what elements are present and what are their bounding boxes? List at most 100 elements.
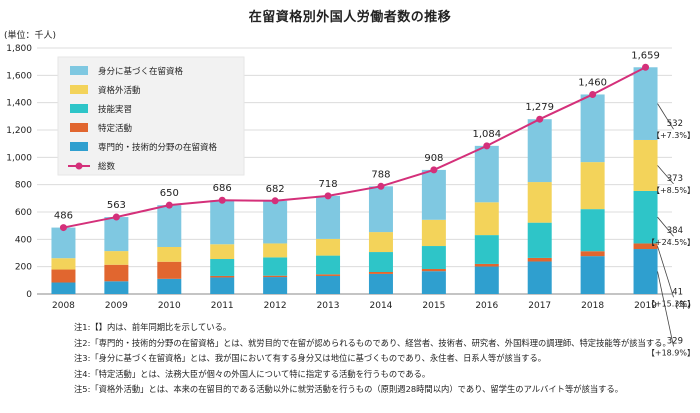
bar-segment [474,263,499,267]
bar-segment [633,243,658,250]
x-tick-label: 2014 [370,301,393,311]
legend-label: 技能実習 [98,104,132,115]
bar-segment [210,277,235,294]
bar-segment [633,249,658,294]
note-5: 注5:「資格外活動」とは、本来の在留目的である活動以外に就労活動を行うもの（原則… [74,384,624,394]
bar-segment [421,169,446,220]
total-marker [642,63,650,71]
total-marker [483,142,491,150]
annotation-change: 【+24.5%】 [647,238,695,247]
note-1: 注1:【】内は、前年同期比を示している。 [74,322,232,332]
total-label: 1,659 [631,50,660,61]
bar-segment [210,275,235,278]
bar-segment [157,205,182,247]
x-tick-label: 2017 [528,301,551,311]
note-4: 注4:「特定活動」とは、法務大臣が個々の外国人について特に指定する活動を行うもの… [74,368,431,379]
y-tick-label: 1,400 [6,99,32,109]
bar-segment [263,275,288,278]
total-label: 1,279 [525,102,554,113]
annotation-leader [657,246,674,298]
x-tick-label: 2013 [317,301,340,311]
legend-label: 総数 [98,161,116,172]
bar-segment [104,281,129,294]
annotation-leader [657,165,674,185]
y-tick-label: 800 [15,181,32,191]
total-line [63,66,646,229]
total-label: 486 [54,211,73,222]
annotation-value: 384 [667,226,683,236]
y-tick-label: 1,600 [6,71,32,81]
x-tick-label: 2012 [264,301,287,311]
bar-segment [527,119,552,183]
x-tick-label: 2015 [422,301,445,311]
annotation-leader [657,271,674,347]
bar-segment [210,200,235,245]
total-label: 1,460 [578,77,607,88]
bar-segment [421,219,446,247]
annotation-change: 【+8.5%】 [652,186,695,195]
total-label: 563 [107,200,126,211]
bar-segment [104,217,129,252]
bar-segment [580,256,605,294]
total-label: 718 [318,179,337,190]
total-label: 686 [213,183,232,194]
annotation-change: 【+18.9%】 [647,348,695,357]
x-tick-label: 2011 [211,301,234,311]
legend-label: 身分に基づく在留資格 [98,66,184,77]
y-tick-label: 200 [15,263,32,273]
total-marker [165,201,173,209]
total-label: 788 [371,169,390,180]
legend-swatch [70,85,88,94]
x-tick-label: 2010 [158,301,181,311]
legend-swatch [70,66,88,75]
total-label: 908 [424,153,443,164]
bar-segment [210,259,235,276]
bar-segment [421,268,446,272]
unit-label: (単位：千人) [4,31,57,41]
y-tick-label: 0 [26,290,32,300]
bar-segment [263,200,288,244]
total-label: 682 [266,184,285,195]
total-marker [377,182,385,190]
x-axis-unit: (年) [675,299,691,311]
bar-segment [210,244,235,260]
bar-segment [263,243,288,258]
total-label: 650 [160,188,179,199]
y-tick-label: 1,200 [6,126,32,136]
bar-segment [316,255,341,275]
total-marker [59,224,67,232]
x-tick-label: 2009 [105,301,128,311]
bar-segment [474,235,499,264]
x-tick-label: 2016 [475,301,498,311]
bar-segment [580,94,605,163]
legend-label: 資格外活動 [98,85,141,96]
legend-swatch [70,142,88,151]
bar-segment [474,145,499,203]
y-tick-label: 600 [15,208,32,218]
bar-segment [527,222,552,258]
bar-segment [157,261,182,279]
bar-segment [421,271,446,294]
bar-segment [157,246,182,262]
legend-box [57,56,245,176]
total-marker [589,90,597,98]
annotation-value: 532 [667,119,683,129]
legend-label: 専門的・技術的分野の在留資格 [98,142,218,153]
footnotes: 注1:【】内は、前年同期比を示している。 注2:「専門的・技術的分野の在留資格」… [74,320,671,398]
bar-segment [527,257,552,262]
bar-segment [104,264,129,282]
bar-segment [633,67,658,140]
bar-segment [368,271,393,274]
bar-segment [51,258,76,270]
bar-segment [421,246,446,269]
annotation-value: 329 [667,336,683,346]
legend-line-marker [75,162,83,170]
bar-segment [263,277,288,294]
bar-segment [316,195,341,239]
total-marker [218,196,226,204]
total-marker [112,213,120,221]
bar-segment [263,257,288,276]
y-tick-label: 1,800 [6,44,32,54]
bar-segment [368,232,393,253]
